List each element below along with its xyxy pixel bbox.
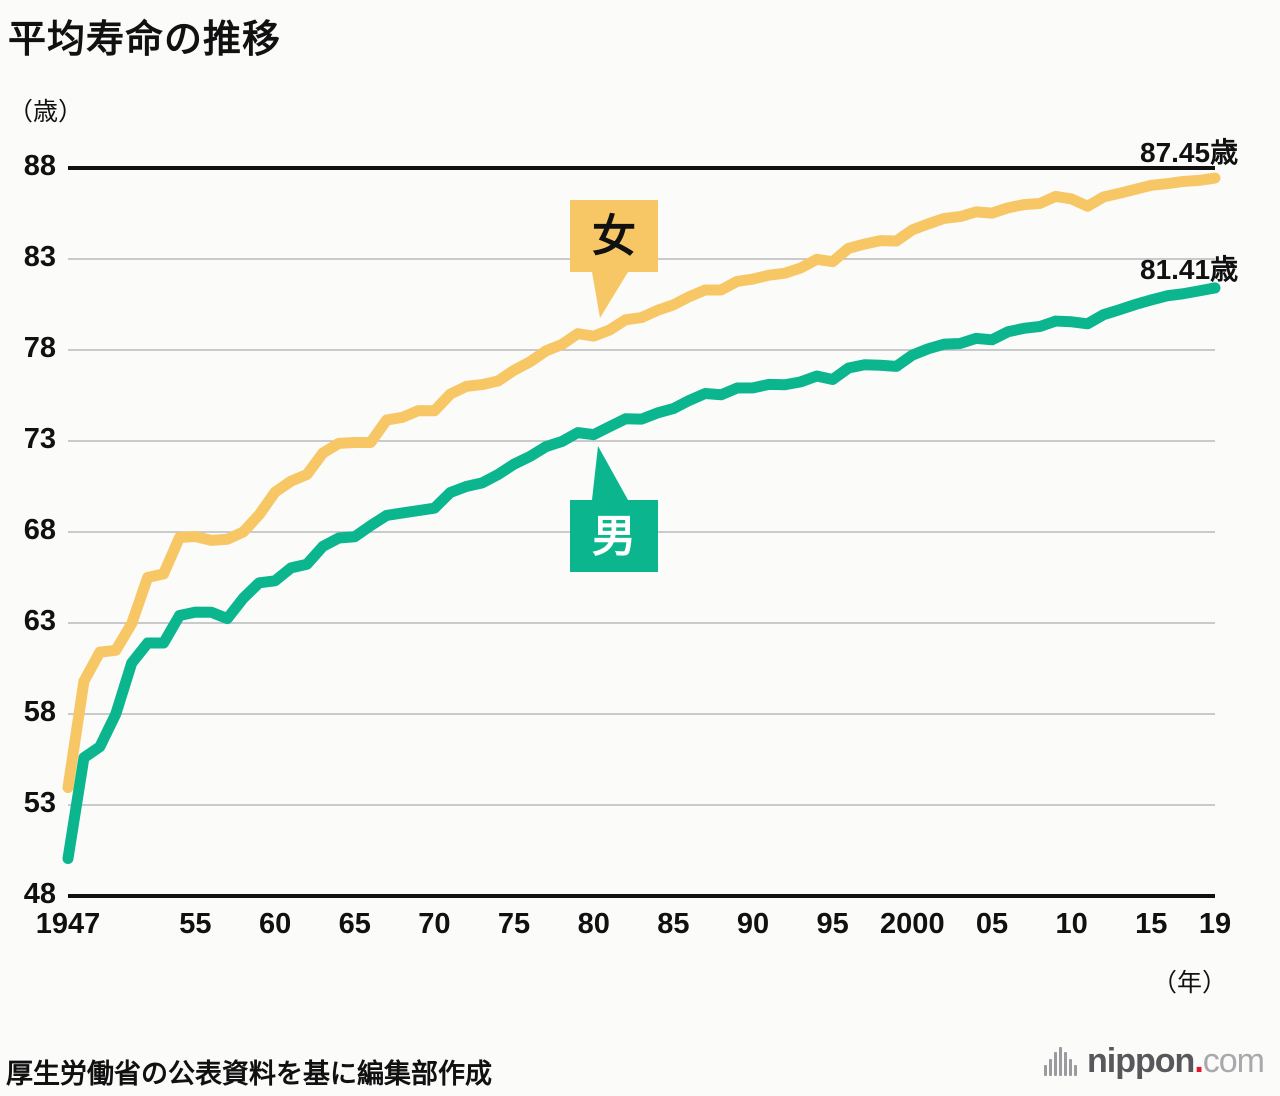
callout-female: 女 bbox=[570, 200, 658, 318]
x-axis-tick-label: 65 bbox=[338, 908, 371, 940]
series-lines bbox=[62, 172, 1221, 865]
x-axis-tick-label: 10 bbox=[1055, 908, 1088, 940]
x-axis-tick-label: 80 bbox=[577, 908, 610, 940]
end-label-female: 87.45歳 bbox=[1140, 137, 1239, 168]
x-axis-tick-label: 1947 bbox=[35, 908, 101, 940]
end-label-male: 81.41歳 bbox=[1140, 254, 1239, 285]
page-title: 平均寿命の推移 bbox=[8, 19, 282, 61]
y-axis-tick-label: 88 bbox=[23, 150, 56, 182]
svg-text:男: 男 bbox=[592, 511, 636, 562]
series-line-female bbox=[62, 172, 1221, 794]
x-axis-tick-label: 19 bbox=[1198, 908, 1232, 940]
x-axis-tick-label: 70 bbox=[418, 908, 451, 940]
y-axis-tick-label: 83 bbox=[23, 241, 56, 273]
logo-tld: com bbox=[1202, 1042, 1265, 1080]
y-axis-tick-label: 53 bbox=[23, 787, 56, 819]
sound-bars-icon bbox=[1044, 1046, 1078, 1076]
nippon-com-logo[interactable]: nippon.com bbox=[1044, 1042, 1265, 1080]
logo-dot: . bbox=[1194, 1042, 1204, 1080]
y-axis-tick-label: 73 bbox=[23, 423, 56, 455]
x-axis-tick-label: 2000 bbox=[880, 908, 945, 940]
series-callouts: 女男 bbox=[570, 200, 658, 572]
x-axis-tick-label: 55 bbox=[179, 908, 212, 940]
x-axis-tick-label: 85 bbox=[657, 908, 690, 940]
y-axis-unit-label: （歳） bbox=[8, 98, 84, 126]
y-axis-tick-label: 63 bbox=[23, 605, 56, 637]
logo-wordmark: nippon.com bbox=[1087, 1042, 1265, 1080]
x-axis-tick-label: 05 bbox=[975, 908, 1009, 940]
x-axis-tick-label: 90 bbox=[736, 908, 770, 940]
x-axis-tick-label: 95 bbox=[816, 908, 849, 940]
y-axis-tick-label: 78 bbox=[23, 332, 56, 364]
callout-male: 男 bbox=[570, 446, 658, 572]
source-note: 厚生労働省の公表資料を基に編集部作成 bbox=[6, 1059, 492, 1089]
y-axis-tick-label: 48 bbox=[23, 878, 56, 910]
x-axis-unit-label: （年） bbox=[1152, 969, 1228, 997]
x-axis-tick-label: 15 bbox=[1135, 908, 1168, 940]
y-axis-tick-label: 68 bbox=[23, 514, 56, 546]
svg-text:女: 女 bbox=[592, 211, 636, 262]
y-axis-tick-label: 58 bbox=[23, 696, 56, 728]
x-axis-tick-label: 60 bbox=[258, 908, 292, 940]
x-axis-tick-label: 75 bbox=[497, 908, 531, 940]
series-line-male bbox=[62, 282, 1221, 865]
logo-name: nippon bbox=[1087, 1042, 1195, 1080]
